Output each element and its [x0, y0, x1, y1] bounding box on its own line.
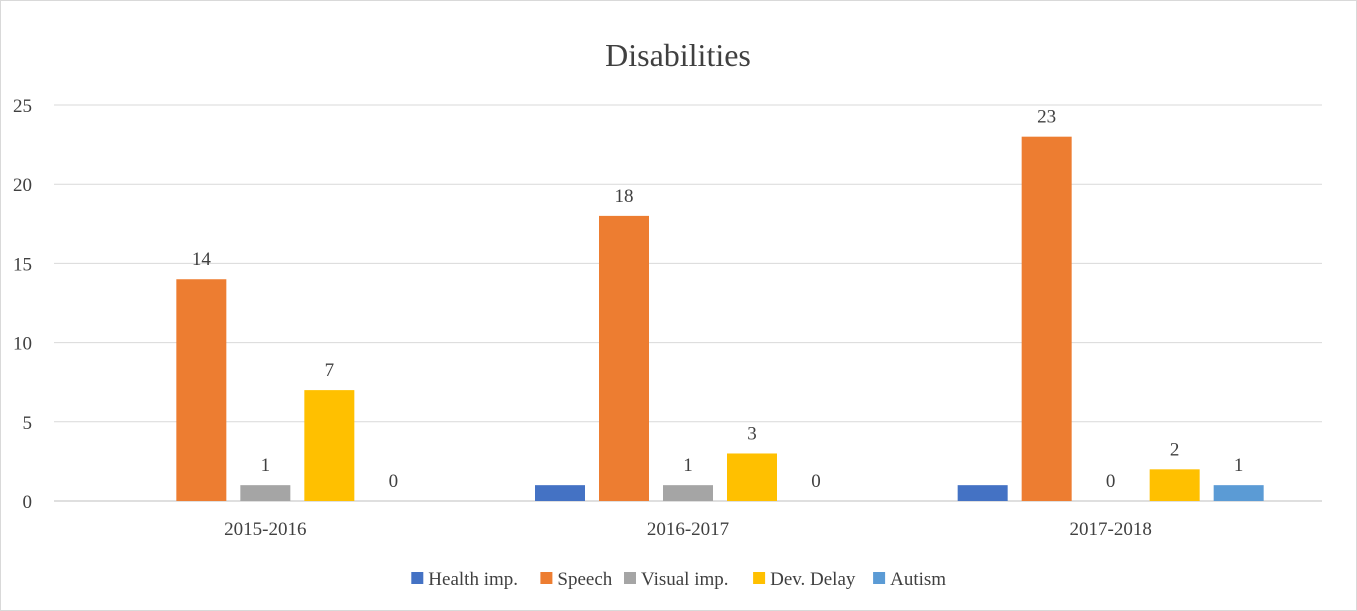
y-tick-label: 10 [13, 334, 32, 355]
data-label: 0 [389, 471, 399, 492]
data-label: 1 [261, 455, 271, 476]
x-axis: 2015-2016 2016-2017 2017-2018 [224, 519, 1152, 540]
data-labels: 14 1 7 0 18 1 3 0 23 0 2 1 [192, 107, 1244, 492]
data-label: 3 [747, 423, 757, 444]
legend-item: Visual imp. [624, 569, 729, 590]
legend-label: Dev. Delay [770, 569, 856, 590]
data-label: 18 [615, 186, 634, 207]
data-label: 7 [325, 360, 335, 381]
data-label: 2 [1170, 439, 1180, 460]
bar [1021, 136, 1072, 501]
x-tick-label: 2016-2017 [647, 519, 729, 540]
bar [176, 279, 227, 501]
legend-item: Speech [540, 569, 613, 590]
y-tick-label: 0 [23, 492, 33, 513]
data-label: 0 [811, 471, 821, 492]
bar [1149, 469, 1200, 501]
legend-label: Visual imp. [641, 569, 729, 590]
y-axis: 0 5 10 15 20 25 [13, 96, 32, 513]
legend-item: Autism [873, 569, 946, 590]
bars [176, 136, 1264, 501]
bar [957, 485, 1008, 501]
x-tick-label: 2015-2016 [224, 519, 306, 540]
data-label: 1 [1234, 455, 1244, 476]
y-tick-label: 20 [13, 175, 32, 196]
data-label: 23 [1037, 107, 1056, 128]
legend-label: Autism [890, 569, 946, 590]
data-label: 0 [1106, 471, 1116, 492]
legend: Health imp. Speech Visual imp. Dev. Delay Au… [411, 569, 946, 590]
legend-label: Health imp. [428, 569, 518, 590]
legend-item: Dev. Delay [753, 569, 856, 590]
legend-swatch [873, 572, 886, 584]
data-label: 14 [192, 249, 212, 270]
y-tick-label: 15 [13, 254, 32, 275]
legend-swatch [411, 572, 424, 584]
chart-title: Disabilities [605, 37, 751, 73]
x-tick-label: 2017-2018 [1070, 519, 1152, 540]
data-label: 1 [683, 455, 693, 476]
bar [663, 485, 713, 501]
legend-item: Health imp. [411, 569, 518, 590]
bar [304, 390, 355, 501]
legend-swatch [540, 572, 553, 584]
bar [240, 485, 291, 501]
y-tick-label: 5 [23, 413, 33, 434]
bar [1213, 485, 1264, 501]
y-tick-label: 25 [13, 96, 32, 117]
legend-swatch [624, 572, 636, 584]
gridlines [54, 104, 1322, 502]
legend-label: Speech [557, 569, 612, 590]
bar [727, 453, 777, 501]
legend-swatch [753, 572, 766, 584]
bar [535, 485, 585, 501]
bar [599, 215, 649, 501]
